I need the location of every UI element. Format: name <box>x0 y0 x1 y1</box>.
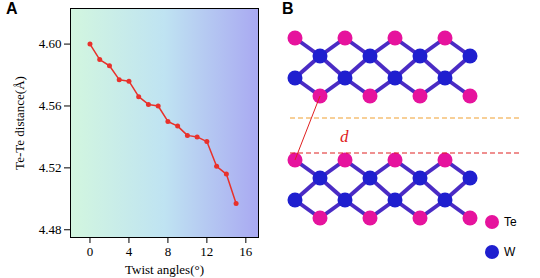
svg-text:4.52: 4.52 <box>39 160 62 175</box>
svg-text:0: 0 <box>87 244 94 259</box>
svg-text:W: W <box>504 245 516 259</box>
svg-text:4.60: 4.60 <box>39 36 62 51</box>
html-text:B: B <box>282 0 294 17</box>
svg-text:Twist angles(°): Twist angles(°) <box>125 262 204 277</box>
svg-text:d: d <box>340 127 349 146</box>
svg-text:Te: Te <box>504 215 517 229</box>
svg-text:4.48: 4.48 <box>39 222 62 237</box>
svg-text:16: 16 <box>239 244 253 259</box>
svg-text:12: 12 <box>200 244 213 259</box>
svg-text:4: 4 <box>126 244 133 259</box>
svg-text:8: 8 <box>165 244 172 259</box>
svg-text:4.56: 4.56 <box>39 98 62 113</box>
html-text:A: A <box>6 0 18 17</box>
svg-text:Te-Te distance(Å): Te-Te distance(Å) <box>12 76 27 170</box>
